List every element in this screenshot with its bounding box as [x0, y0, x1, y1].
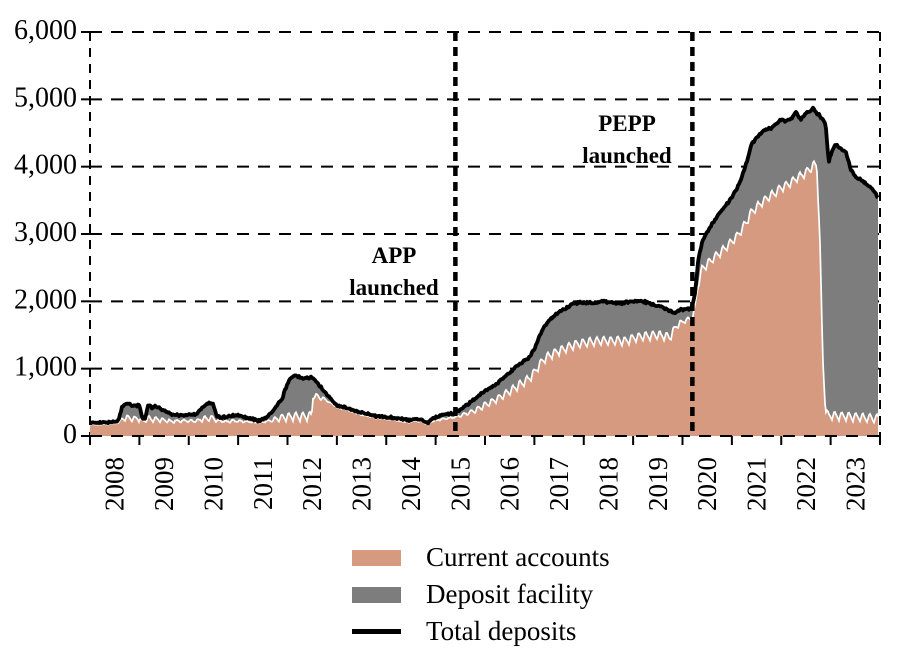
- y-tick-label: 5,000: [14, 82, 77, 113]
- x-tick-label: 2015: [445, 457, 475, 511]
- legend-swatch-current-accounts: [352, 549, 401, 566]
- legend-label-deposit-facility: Deposit facility: [426, 579, 594, 609]
- x-tick-label: 2010: [198, 457, 228, 511]
- x-tick-label: 2017: [544, 457, 574, 511]
- plot-areas: [89, 105, 880, 437]
- legend-item-total-deposits: Total deposits: [352, 613, 610, 650]
- x-tick-label: 2013: [347, 457, 377, 511]
- x-tick-label: 2021: [742, 457, 772, 511]
- y-tick-label: 4,000: [14, 150, 77, 181]
- y-tick-label: 0: [63, 419, 77, 450]
- x-tick-label: 2023: [840, 457, 870, 511]
- x-tick-label: 2019: [643, 457, 673, 511]
- app-annotation-line2: launched: [349, 275, 439, 300]
- x-tick-label: 2012: [297, 457, 327, 511]
- y-tick-label: 3,000: [14, 217, 77, 248]
- y-tick-label: 2,000: [14, 284, 77, 315]
- current-accounts-area: [90, 161, 878, 437]
- pepp-annotation-line2: launched: [582, 143, 672, 168]
- current-accounts-edge-line: [89, 159, 879, 427]
- x-tick-label: 2008: [100, 457, 130, 511]
- legend-item-current-accounts: Current accounts: [352, 539, 610, 576]
- x-tick-label: 2018: [593, 457, 623, 511]
- x-tick-label: 2020: [692, 457, 722, 511]
- x-tick-label: 2014: [396, 457, 426, 512]
- app-annotation-line1: APP: [372, 243, 417, 268]
- legend-swatch-deposit-facility: [352, 586, 401, 603]
- legend-label-total-deposits: Total deposits: [426, 616, 577, 646]
- annotations: APP launched PEPP launched: [349, 111, 672, 300]
- total-deposits-line: [89, 105, 880, 426]
- pepp-annotation-line1: PEPP: [598, 111, 656, 136]
- x-tick-label: 2016: [495, 457, 525, 511]
- legend-label-current-accounts: Current accounts: [426, 542, 610, 572]
- x-tick-label: 2009: [149, 457, 179, 511]
- x-tick-label: 2011: [248, 457, 278, 510]
- x-tick-label: 2022: [791, 457, 821, 511]
- y-tick-label: 1,000: [14, 352, 77, 383]
- deposit-facility-area: [90, 107, 878, 426]
- front-frame: [90, 32, 881, 437]
- legend-item-deposit-facility: Deposit facility: [352, 576, 610, 613]
- y-tick-label: 6,000: [14, 15, 77, 46]
- chart-legend: Current accounts Deposit facility Total …: [352, 539, 610, 650]
- legend-swatch-total-deposits: [352, 629, 401, 634]
